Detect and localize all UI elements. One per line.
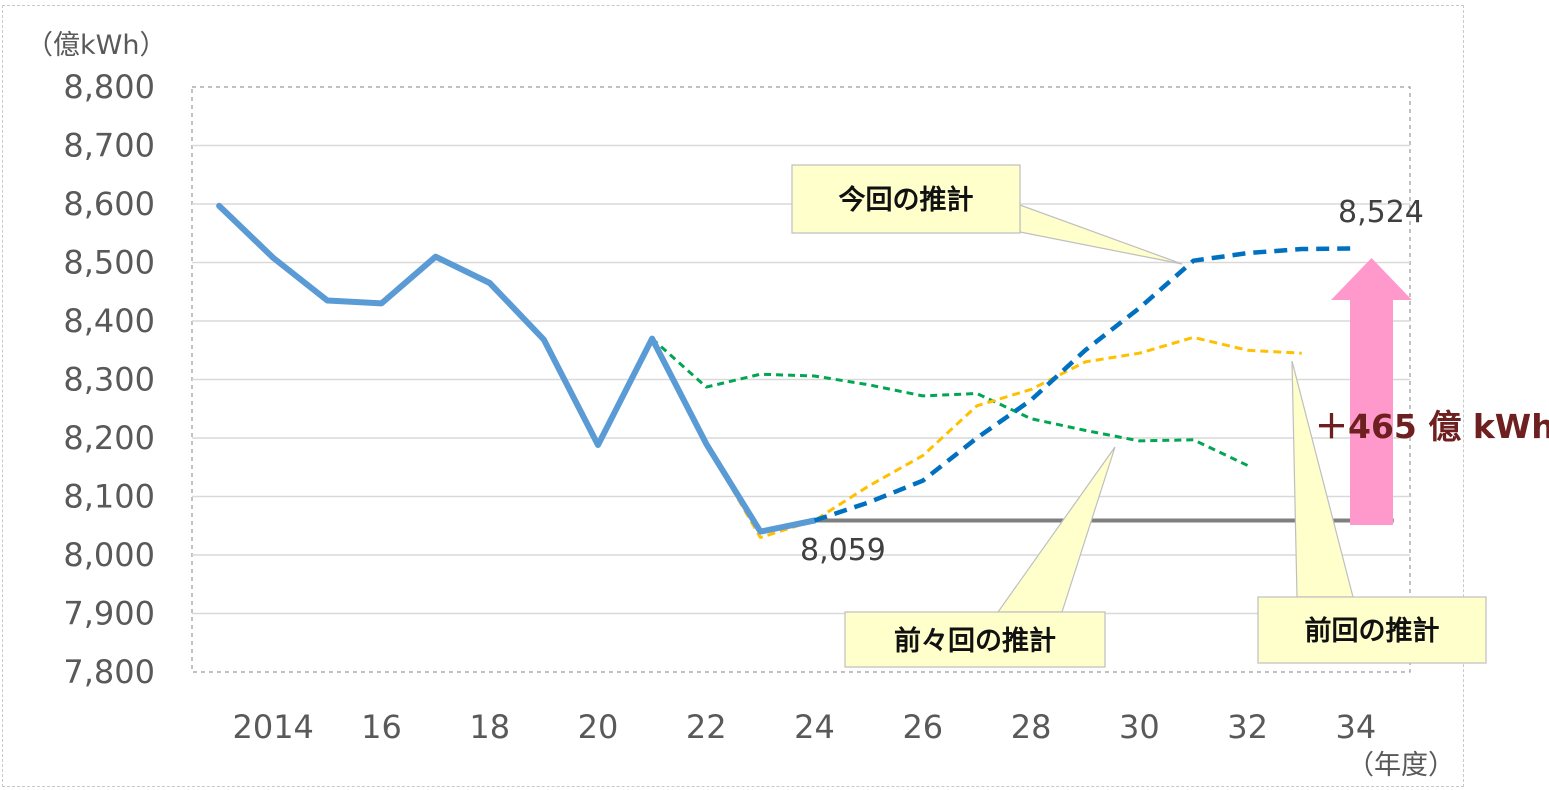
callout-current-box [791, 164, 1021, 234]
callout-before-previous: 前々回の推計 [844, 446, 1116, 668]
x-tick-label: 30 [1119, 708, 1160, 746]
callout-before-previous-box [844, 611, 1106, 668]
start-value-label: 8,059 [800, 533, 886, 568]
y-tick-label: 8,600 [63, 185, 155, 223]
y-tick-label: 7,900 [63, 595, 155, 633]
series-line-actual [216, 202, 818, 535]
y-tick-label: 8,100 [63, 478, 155, 516]
gridlines [192, 144, 1410, 615]
y-axis-ticks: 8,800 8,700 8,600 8,500 8,400 8,300 8,200 8,100… [63, 68, 155, 691]
x-axis-ticks: 2014 16 18 20 22 24 26 28 30 32 34 [232, 708, 1376, 746]
x-tick-label: 34 [1336, 708, 1377, 746]
y-tick-label: 8,200 [63, 419, 155, 457]
x-axis-unit-label: （年度） [1347, 750, 1455, 781]
callout-current-pointer [1019, 204, 1183, 265]
series-line-current [813, 246, 1356, 523]
x-tick-label: 18 [469, 708, 510, 746]
callout-previous-text: 前回の推計 [1305, 615, 1440, 647]
y-tick-label: 8,300 [63, 361, 155, 399]
y-tick-label: 8,800 [63, 68, 155, 106]
callout-previous-pointer [1291, 360, 1354, 598]
x-tick-label: 32 [1227, 708, 1268, 746]
series-lines [216, 202, 1356, 539]
y-tick-label: 8,400 [63, 302, 155, 340]
callout-current: 今回の推計 [791, 164, 1183, 265]
increase-arrow [1331, 258, 1412, 525]
y-tick-label: 7,800 [63, 653, 155, 691]
callout-before-previous-text: 前々回の推計 [894, 625, 1056, 657]
y-tick-label: 8,700 [63, 127, 155, 165]
x-tick-label: 28 [1011, 708, 1052, 746]
callout-before-previous-pointer [996, 446, 1116, 613]
series-line-before-previous [651, 337, 1249, 467]
x-tick-label: 24 [794, 708, 835, 746]
x-tick-label: 22 [686, 708, 727, 746]
callout-previous-box [1257, 596, 1487, 664]
chart-frame [2, 5, 1464, 787]
x-tick-label: 26 [902, 708, 943, 746]
x-tick-label: 20 [578, 708, 619, 746]
increase-label: ＋465 億 kWh [1315, 407, 1549, 446]
y-axis-unit-label: （億kWh） [26, 30, 166, 61]
end-value-label: 8,524 [1338, 195, 1424, 230]
series-line-previous [650, 335, 1302, 539]
callout-previous: 前回の推計 [1257, 360, 1487, 664]
y-tick-label: 8,000 [63, 536, 155, 574]
y-tick-label: 8,500 [63, 244, 155, 282]
x-tick-label: 16 [361, 708, 402, 746]
x-tick-label: 2014 [232, 708, 313, 746]
callout-current-text: 今回の推計 [839, 184, 974, 216]
